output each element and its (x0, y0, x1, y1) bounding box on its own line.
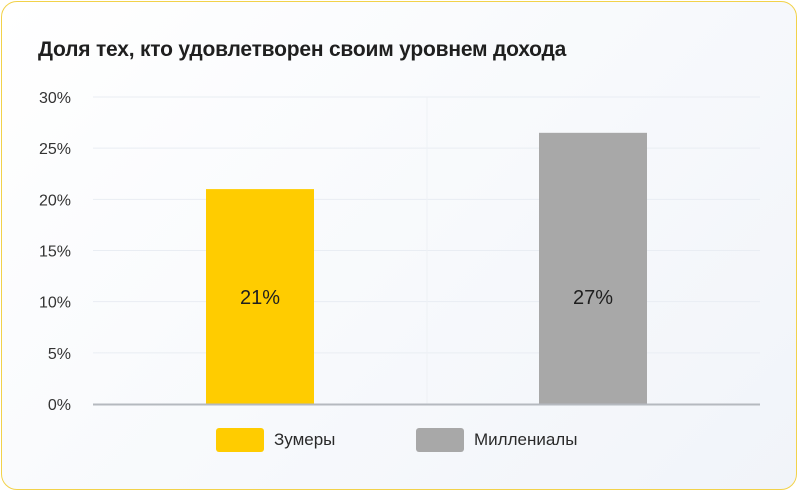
y-tick-label-25: 25% (39, 141, 71, 158)
legend-swatch-millennials (416, 428, 464, 452)
bars (206, 132, 647, 405)
bar-data-labels: 21% 27% (240, 287, 613, 309)
y-axis-ticks: 0% 5% 10% 15% 20% 25% 30% (39, 90, 71, 414)
bar-0 (206, 189, 314, 404)
y-tick-label-5: 5% (48, 346, 71, 363)
bar-label-0: 21% (240, 287, 280, 309)
legend-label-millennials: Миллениалы (474, 430, 578, 449)
y-tick-label-30: 30% (39, 90, 71, 107)
y-tick-label-10: 10% (39, 295, 71, 312)
legend: Зумеры Миллениалы (0, 428, 800, 458)
legend-label-zoomers: Зумеры (274, 430, 336, 449)
bar-1 (539, 132, 647, 405)
legend-item-zoomers: Зумеры (216, 428, 335, 452)
y-tick-label-20: 20% (39, 192, 71, 209)
y-tick-label-15: 15% (39, 244, 71, 261)
bar-label-1: 27% (573, 287, 613, 309)
gridlines (93, 96, 760, 404)
y-tick-label-0: 0% (48, 397, 71, 414)
legend-swatch-zoomers (216, 428, 264, 452)
chart-title: Доля тех, кто удовлетворен своим уровнем… (38, 38, 567, 61)
legend-item-millennials: Миллениалы (416, 428, 577, 452)
